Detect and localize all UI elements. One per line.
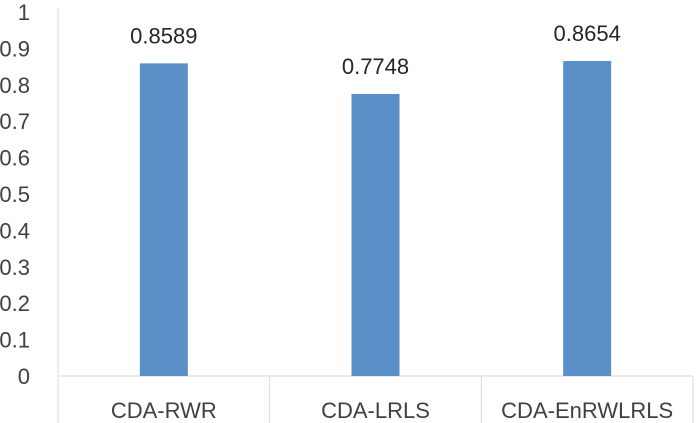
x-category-label: CDA-EnRWLRLS <box>501 398 673 423</box>
x-axis: CDA-RWR CDA-LRLS CDA-EnRWLRLS <box>57 375 694 423</box>
bar-value-label: 0.7748 <box>342 54 409 79</box>
y-tick-label: 0 <box>18 364 30 389</box>
y-tick-label: 0.3 <box>0 255 30 280</box>
y-tick-label: 1 <box>18 0 30 25</box>
y-tick-label: 0.7 <box>0 109 30 134</box>
bar <box>351 93 400 376</box>
y-axis: 0 0.1 0.2 0.3 0.4 0.5 0.6 0.7 0.8 0.9 1 <box>0 0 59 423</box>
data-labels: 0.8589 0.7748 0.8654 <box>130 21 621 79</box>
y-tick-label: 0.1 <box>0 328 30 353</box>
bar <box>139 63 188 376</box>
y-tick-label: 0.9 <box>0 36 30 61</box>
y-tick-label: 0.5 <box>0 182 30 207</box>
y-tick-label: 0.8 <box>0 73 30 98</box>
bar <box>563 60 612 377</box>
bar-series <box>139 60 612 377</box>
bar-value-label: 0.8589 <box>130 23 197 48</box>
x-category-label: CDA-LRLS <box>321 398 430 423</box>
y-tick-label: 0.4 <box>0 218 30 243</box>
y-tick-label: 0.6 <box>0 146 30 171</box>
y-tick-label: 0.2 <box>0 291 30 316</box>
x-category-label: CDA-RWR <box>111 398 217 423</box>
bar-value-label: 0.8654 <box>554 21 621 46</box>
